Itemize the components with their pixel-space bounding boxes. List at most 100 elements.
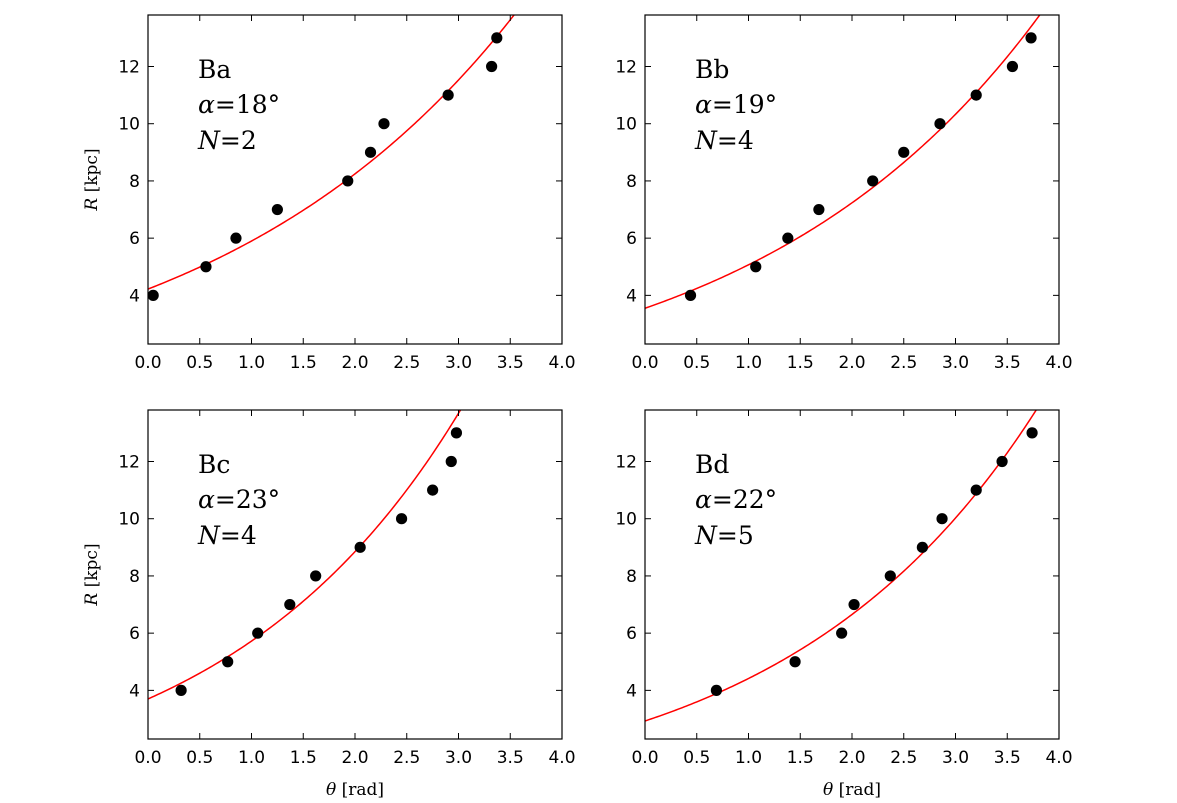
panel-bd-point <box>996 455 1008 468</box>
panel-bc-point <box>310 570 322 582</box>
panel-bb-point <box>684 289 697 301</box>
panel-bd-xtick-label: 1.0 <box>735 748 762 768</box>
equals-sign: = <box>717 521 738 550</box>
panel-bb-fit-line <box>645 15 1041 309</box>
n-symbol: N <box>197 126 221 155</box>
alpha-symbol: α <box>695 90 712 119</box>
panel-ba-point <box>491 32 503 44</box>
panel-bc-ytick-label: 6 <box>129 624 140 644</box>
panel-bd-point <box>1026 427 1038 439</box>
equals-sign: = <box>712 485 733 514</box>
panel-bc-xtick-label: 3.5 <box>497 748 524 768</box>
panel-ba-ylabel: R [kpc] <box>82 148 102 211</box>
panel-bb-xtick-label: 4.0 <box>1045 353 1072 373</box>
panel-ba-xtick-label: 1.0 <box>238 353 265 373</box>
panel-bd-xtick-label: 2.5 <box>890 748 917 768</box>
panel-bb-point <box>898 146 910 158</box>
panel-bd-xtick-label: 0.0 <box>631 748 658 768</box>
panel-ba-point <box>442 89 454 101</box>
panel-ba-xtick-label: 2.5 <box>393 353 420 373</box>
panel-bd-xtick-label: 2.0 <box>838 748 865 768</box>
panel-bd-point <box>916 541 928 553</box>
panel-bb-alpha-label: α=19° <box>695 90 777 119</box>
panel-ba-name-label: Ba <box>198 55 231 84</box>
panel-bc-point <box>252 627 264 639</box>
panel-ba-ytick-label: 8 <box>129 172 140 192</box>
panel-bb-xtick-label: 1.0 <box>735 353 762 373</box>
panel-bc-alpha-label: α=23° <box>198 485 280 514</box>
panel-ba-point <box>378 118 390 130</box>
panel-ba-point <box>271 203 283 216</box>
panel-bb-xtick-label: 3.5 <box>994 353 1021 373</box>
panel-ba-xtick-label: 0.5 <box>186 353 213 373</box>
panel-bc-xlabel: θ [rad] <box>326 780 384 800</box>
panel-bc-name-label: Bc <box>198 450 230 479</box>
panel-bc-xtick-label: 0.5 <box>186 748 213 768</box>
alpha-value: 22° <box>733 485 777 514</box>
panel-bc-xtick-label: 0.0 <box>134 748 161 768</box>
panel-bb-name-label: Bb <box>695 55 729 84</box>
panel-bb-ytick-label: 6 <box>626 229 637 249</box>
equals-sign: = <box>215 485 236 514</box>
panel-bb-point <box>750 261 762 273</box>
alpha-value: 23° <box>236 485 280 514</box>
n-symbol: N <box>694 521 718 550</box>
panel-ba-xtick-label: 3.0 <box>445 353 472 373</box>
r-symbol: R <box>82 593 102 607</box>
panel-bb-point <box>813 203 825 216</box>
n-value: 2 <box>241 126 257 155</box>
panel-bb-xtick-label: 0.0 <box>631 353 658 373</box>
panel-ba-xtick-label: 4.0 <box>548 353 575 373</box>
equals-sign: = <box>712 90 733 119</box>
n-symbol: N <box>694 126 718 155</box>
n-symbol: N <box>197 521 221 550</box>
panel-bb-xtick-label: 1.5 <box>787 353 814 373</box>
n-value: 5 <box>738 521 754 550</box>
panel-bb-xtick-label: 2.5 <box>890 353 917 373</box>
panel-bc-xtick-label: 3.0 <box>445 748 472 768</box>
panel-bc-point <box>445 455 457 468</box>
panel-bd-point <box>848 598 860 611</box>
panel-bc-point <box>284 598 296 611</box>
xlabel-unit: [rad] <box>342 780 384 800</box>
panel-bc-point <box>395 513 408 525</box>
panel-ba-point <box>364 146 377 158</box>
panel-ba-xtick-label: 2.0 <box>341 353 368 373</box>
ylabel-unit: [kpc] <box>82 148 102 192</box>
panel-ba-alpha-label: α=18° <box>198 90 280 119</box>
panel-bc-ytick-label: 10 <box>118 510 140 530</box>
panel-bc-xtick-label: 1.5 <box>290 748 317 768</box>
panel-bb-ytick-label: 12 <box>615 57 637 77</box>
n-value: 4 <box>738 126 754 155</box>
panel-bd-ytick-label: 8 <box>626 567 637 587</box>
panel-bb-point <box>1025 32 1037 44</box>
panel-bc-ytick-label: 8 <box>129 567 140 587</box>
ylabel-unit: [kpc] <box>82 543 102 587</box>
panel-bb-point <box>970 89 982 101</box>
panel-bd-xtick-label: 3.0 <box>942 748 969 768</box>
panel-ba-ytick-label: 6 <box>129 229 140 249</box>
panel-bc-xtick-label: 2.0 <box>341 748 368 768</box>
alpha-symbol: α <box>198 485 215 514</box>
alpha-symbol: α <box>695 485 712 514</box>
r-symbol: R <box>82 198 102 212</box>
panel-bc-point <box>175 684 187 696</box>
panel-bd-point <box>884 570 896 582</box>
panel-bc-point <box>427 484 439 496</box>
panel-bb-xtick-label: 2.0 <box>838 353 865 373</box>
panel-bd-xtick-label: 3.5 <box>994 748 1021 768</box>
panel-bd-ytick-label: 6 <box>626 624 637 644</box>
equals-sign: = <box>220 521 241 550</box>
panel-bd-name-label: Bd <box>695 450 729 479</box>
theta-symbol: θ <box>823 780 833 800</box>
panel-bb-point <box>867 175 879 187</box>
panel-bd-xtick-label: 0.5 <box>683 748 710 768</box>
panel-bb-ytick-label: 10 <box>615 115 637 135</box>
panel-ba-ytick-label: 12 <box>118 57 140 77</box>
panel-ba-ytick-label: 4 <box>129 286 140 306</box>
panel-bb-xtick-label: 3.0 <box>942 353 969 373</box>
alpha-value: 19° <box>733 90 777 119</box>
